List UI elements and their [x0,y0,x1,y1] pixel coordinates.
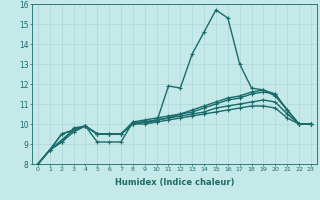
X-axis label: Humidex (Indice chaleur): Humidex (Indice chaleur) [115,178,234,187]
